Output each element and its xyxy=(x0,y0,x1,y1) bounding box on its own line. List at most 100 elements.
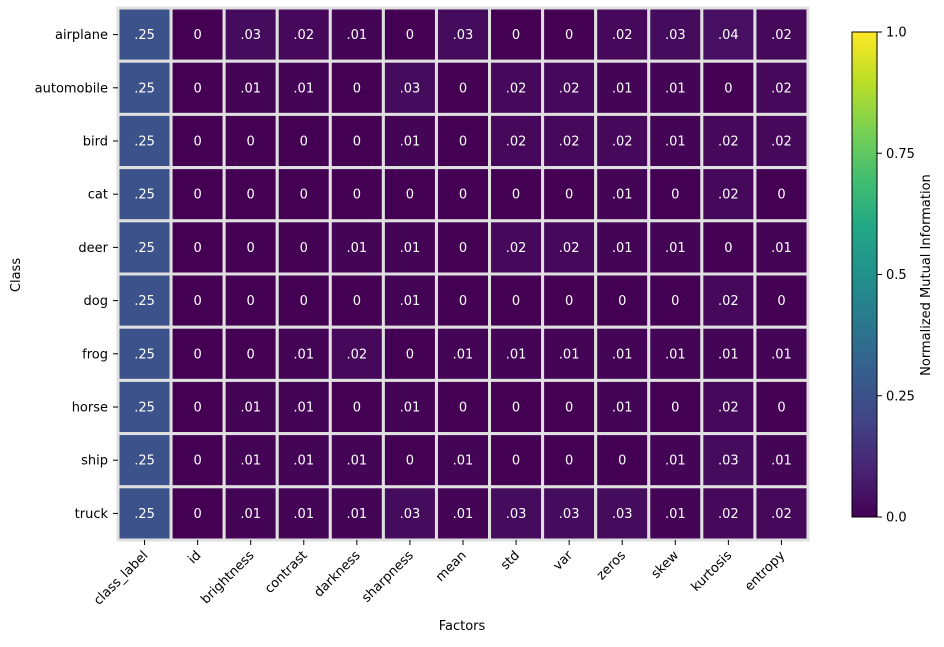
heatmap-cell xyxy=(594,6,651,63)
cell-value-label: 0 xyxy=(247,188,255,203)
heatmap-cell xyxy=(594,112,651,170)
cell-value-label: 0 xyxy=(671,188,679,203)
cell-value-label: 0 xyxy=(353,294,361,309)
y-tick-label: dog xyxy=(84,294,108,309)
x-tick-label: var xyxy=(551,548,577,574)
cell-value-label: 0 xyxy=(247,347,255,362)
y-tick-label: ship xyxy=(81,454,108,469)
cell-value-label: .01 xyxy=(665,241,686,256)
cell-value-label: 0 xyxy=(777,294,785,309)
y-tick-label: cat xyxy=(88,188,108,203)
cell-value-label: 0 xyxy=(193,454,201,469)
y-tick-label: horse xyxy=(72,401,108,416)
colorbar-ticks: 0.0 0.25 0.5 0.75 1.0 xyxy=(877,26,915,526)
y-tick-label: automobile xyxy=(35,81,108,96)
heatmap-cell xyxy=(222,485,279,542)
cell-value-label: 0 xyxy=(671,294,679,309)
x-tick-label: darkness xyxy=(311,548,363,600)
heatmap-cell xyxy=(434,59,492,116)
heatmap-cell xyxy=(647,432,704,489)
heatmap-cell xyxy=(700,272,757,329)
cell-value-label: .01 xyxy=(293,81,314,96)
heatmap-cell xyxy=(647,485,704,542)
x-tick-label: std xyxy=(498,548,523,573)
cell-value-label: .01 xyxy=(400,401,421,416)
cell-value-label: 0 xyxy=(300,188,308,203)
colorbar-tick-label: 0.5 xyxy=(886,268,907,283)
heatmap-cell xyxy=(488,378,545,436)
cell-value-label: 0 xyxy=(353,188,361,203)
cell-value-label: .02 xyxy=(559,241,580,256)
heatmap-cell xyxy=(434,378,492,436)
cell-value-label: 0 xyxy=(565,294,573,309)
cell-value-label: .01 xyxy=(293,347,314,362)
heatmap-cell xyxy=(700,166,757,223)
cell-value-label: 0 xyxy=(353,81,361,96)
colorbar-tick-label: 1.0 xyxy=(886,26,907,41)
cell-value-label: .25 xyxy=(134,454,155,469)
cell-value-label: 0 xyxy=(247,135,255,150)
cell-value-label: 0 xyxy=(565,454,573,469)
heatmap-cell xyxy=(434,166,492,223)
cell-value-label: 0 xyxy=(193,241,201,256)
colorbar-gradient xyxy=(851,31,878,518)
cell-value-label: .01 xyxy=(612,241,633,256)
cell-value-label: .01 xyxy=(665,347,686,362)
cell-value-label: .25 xyxy=(134,28,155,43)
cell-value-label: .02 xyxy=(718,135,739,150)
cell-value-label: 0 xyxy=(193,188,201,203)
colorbar-tick-label: 0.0 xyxy=(886,511,907,526)
cell-value-label: .01 xyxy=(240,507,261,522)
cell-value-label: 0 xyxy=(565,188,573,203)
heatmap-cell xyxy=(753,378,810,436)
heatmap-cell xyxy=(700,378,757,436)
heatmap-cell xyxy=(275,325,332,382)
cell-value-label: 0 xyxy=(406,454,414,469)
cell-value-label: .25 xyxy=(134,507,155,522)
x-tick-label: zeros xyxy=(594,548,629,583)
heatmap-cell xyxy=(275,432,332,489)
cell-value-label: 0 xyxy=(247,294,255,309)
heatmap-cell xyxy=(541,166,598,223)
cell-value-label: .03 xyxy=(559,507,580,522)
cell-value-label: .25 xyxy=(134,81,155,96)
heatmap-cell xyxy=(541,219,598,276)
heatmap-cell xyxy=(594,325,651,382)
heatmap-cell xyxy=(381,378,438,436)
cell-value-label: 0 xyxy=(777,401,785,416)
cell-value-label: 0 xyxy=(353,135,361,150)
heatmap-cell xyxy=(328,112,385,170)
heatmap-cell xyxy=(434,272,492,329)
heatmap-cell xyxy=(700,219,757,276)
heatmap-cell xyxy=(275,59,332,116)
cell-value-label: 0 xyxy=(724,81,732,96)
cell-value-label: .02 xyxy=(771,28,792,43)
cell-value-label: .01 xyxy=(771,347,792,362)
heatmap-cell xyxy=(647,166,704,223)
cell-value-label: .01 xyxy=(559,347,580,362)
colorbar: 0.0 0.25 0.5 0.75 1.0 Normalized Mutual Info… xyxy=(851,26,934,526)
cell-value-label: .01 xyxy=(453,454,474,469)
x-tick-label: class_label xyxy=(91,548,151,608)
colorbar-label: Normalized Mutual Information xyxy=(919,174,934,376)
cell-value-label: 0 xyxy=(300,135,308,150)
cell-value-label: .01 xyxy=(240,454,261,469)
cell-value-label: .02 xyxy=(718,507,739,522)
cell-value-label: .03 xyxy=(400,81,421,96)
cell-value-label: .02 xyxy=(506,135,527,150)
cell-value-label: 0 xyxy=(247,241,255,256)
cell-value-label: 0 xyxy=(353,401,361,416)
heatmap-cell xyxy=(541,485,598,542)
cell-value-label: .25 xyxy=(134,294,155,309)
cell-value-label: .01 xyxy=(665,135,686,150)
cell-value-label: 0 xyxy=(300,241,308,256)
cell-value-label: 0 xyxy=(777,188,785,203)
cell-value-label: .25 xyxy=(134,188,155,203)
cell-value-label: .01 xyxy=(506,347,527,362)
heatmap-cell xyxy=(328,378,385,436)
heatmap-cell xyxy=(275,272,332,329)
cell-value-label: .01 xyxy=(771,241,792,256)
x-tick-label: kurtosis xyxy=(689,548,736,595)
cell-value-label: 0 xyxy=(512,294,520,309)
